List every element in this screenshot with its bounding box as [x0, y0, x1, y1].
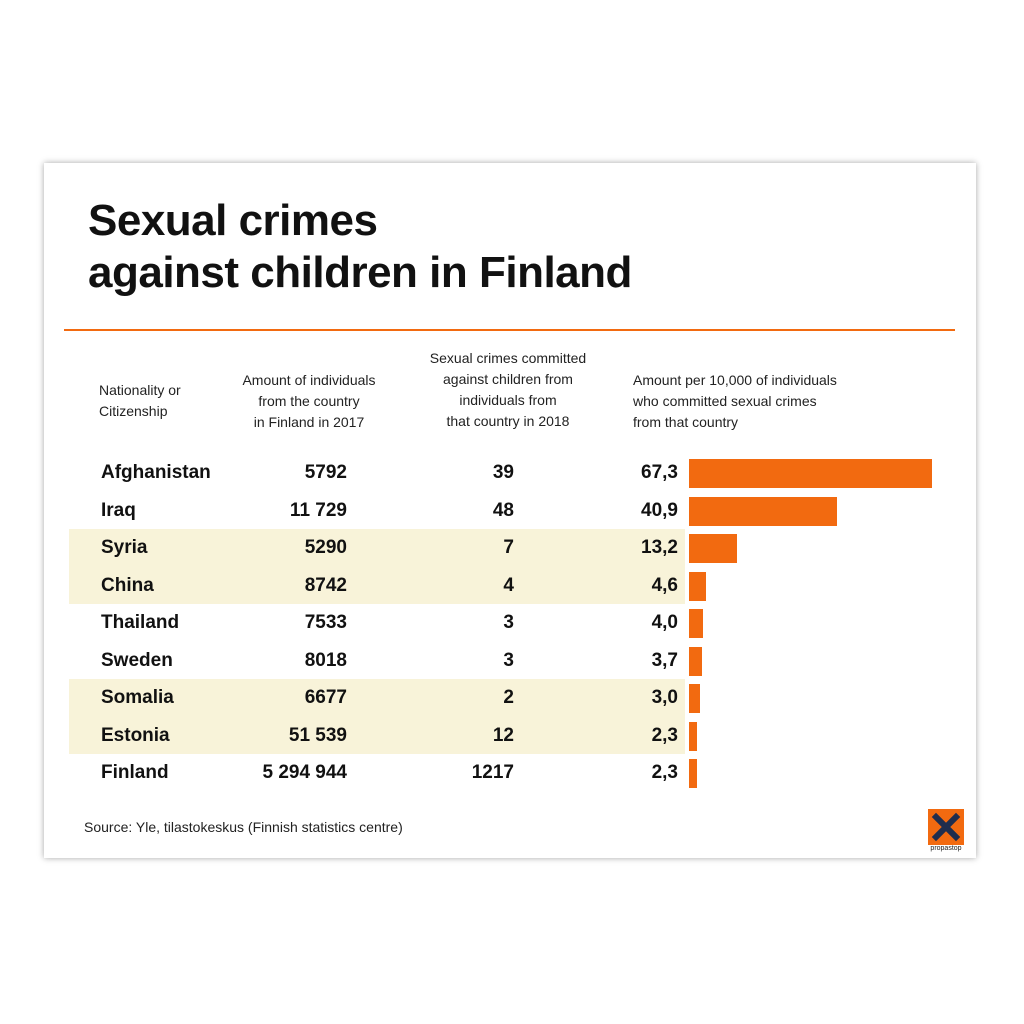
per10k-value: 4,0: [651, 612, 678, 633]
row-highlight: [69, 679, 685, 717]
per10k-bar: [689, 496, 837, 526]
per10k-bar: [689, 646, 703, 676]
country-label: Thailand: [101, 612, 180, 633]
crimes-value: 3: [503, 612, 514, 633]
crimes-value: 39: [492, 462, 514, 483]
crimes-value: 3: [503, 649, 514, 671]
per10k-bar: [689, 534, 737, 563]
per10k-value: 3,7: [651, 649, 678, 671]
header-individuals: Amount of individuals from the country i…: [242, 372, 376, 430]
header-crimes: Sexual crimes committed against children…: [429, 350, 587, 429]
logo-text: propastop: [930, 845, 962, 852]
crimes-value: 12: [492, 724, 514, 746]
infographic-card: Sexual crimes against children in Finlan…: [44, 163, 976, 858]
crimes-value: 2: [503, 687, 514, 708]
title-divider: [64, 329, 955, 331]
country-label: Syria: [101, 537, 148, 558]
individuals-value: 6677: [304, 687, 347, 708]
per10k-bar: [689, 459, 932, 488]
title-line-2: against children in Finland: [88, 248, 632, 297]
crimes-value: 7: [503, 537, 514, 558]
individuals-value: 8018: [304, 649, 347, 671]
per10k-bar: [689, 609, 704, 638]
per10k-value: 3,0: [651, 687, 678, 708]
page-title: Sexual crimes against children in Finlan…: [88, 195, 632, 299]
header-per10k: Amount per 10,000 of individuals who com…: [633, 372, 837, 430]
individuals-value: 5290: [304, 537, 347, 558]
country-label: Afghanistan: [101, 462, 211, 483]
per10k-bar: [689, 684, 700, 713]
individuals-value: 11 729: [289, 499, 347, 521]
crimes-value: 48: [492, 499, 514, 521]
row-highlight: [69, 566, 685, 604]
country-label: Somalia: [101, 687, 174, 708]
per10k-value: 67,3: [641, 462, 678, 483]
per10k-value: 13,2: [641, 537, 678, 558]
country-label: China: [101, 574, 154, 596]
x-icon: [928, 809, 964, 845]
crimes-value: 1217: [471, 762, 514, 783]
country-label: Finland: [101, 762, 169, 783]
country-label: Iraq: [101, 499, 136, 521]
per10k-bar: [689, 721, 698, 751]
source-note: Source: Yle, tilastokeskus (Finnish stat…: [84, 819, 403, 835]
per10k-value: 40,9: [641, 499, 678, 521]
individuals-value: 5 294 944: [262, 762, 347, 783]
per10k-bar: [689, 571, 706, 601]
row-highlight: [69, 529, 685, 567]
individuals-value: 7533: [304, 612, 347, 633]
country-label: Sweden: [101, 649, 173, 671]
per10k-bar: [689, 759, 698, 788]
country-label: Estonia: [101, 724, 170, 746]
title-line-1: Sexual crimes: [88, 196, 378, 245]
crimes-value: 4: [503, 574, 514, 596]
row-highlight: [69, 716, 685, 754]
individuals-value: 8742: [304, 574, 347, 596]
individuals-value: 51 539: [288, 724, 347, 746]
individuals-value: 5792: [304, 462, 347, 483]
header-nationality: Nationality or Citizenship: [99, 382, 181, 419]
per10k-value: 2,3: [651, 724, 678, 746]
per10k-value: 2,3: [651, 762, 678, 783]
per10k-value: 4,6: [651, 574, 678, 596]
